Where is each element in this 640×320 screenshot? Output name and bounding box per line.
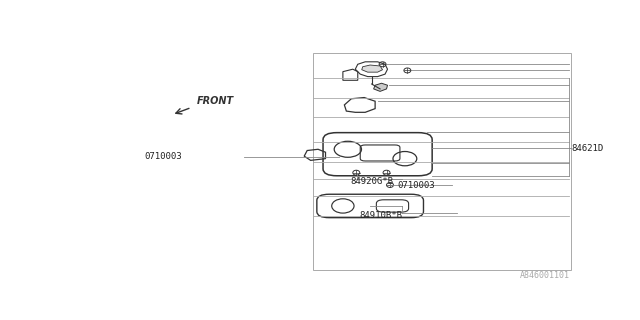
Text: 84910B*B: 84910B*B <box>359 211 403 220</box>
Polygon shape <box>374 83 388 92</box>
Text: FRONT: FRONT <box>196 96 234 106</box>
Text: 0710003: 0710003 <box>397 181 435 190</box>
Bar <box>313 53 571 270</box>
Polygon shape <box>362 65 383 72</box>
Text: A846001101: A846001101 <box>520 271 570 280</box>
Text: 84920G*B: 84920G*B <box>350 177 394 186</box>
Text: 84621D: 84621D <box>571 144 604 153</box>
Text: 0710003: 0710003 <box>145 152 182 161</box>
